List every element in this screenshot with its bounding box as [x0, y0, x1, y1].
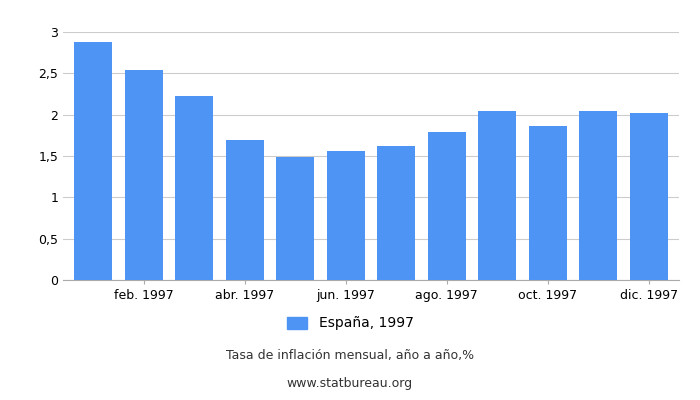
- Bar: [175, 96, 214, 280]
- Bar: [74, 42, 112, 280]
- Text: www.statbureau.org: www.statbureau.org: [287, 378, 413, 390]
- Bar: [478, 111, 516, 280]
- Bar: [630, 113, 668, 280]
- Bar: [226, 140, 264, 280]
- Bar: [528, 126, 567, 280]
- Bar: [580, 110, 617, 280]
- Bar: [327, 151, 365, 280]
- Bar: [428, 132, 466, 280]
- Bar: [276, 157, 314, 280]
- Bar: [377, 146, 415, 280]
- Text: Tasa de inflación mensual, año a año,%: Tasa de inflación mensual, año a año,%: [226, 350, 474, 362]
- Legend: España, 1997: España, 1997: [281, 311, 419, 336]
- Bar: [125, 70, 162, 280]
